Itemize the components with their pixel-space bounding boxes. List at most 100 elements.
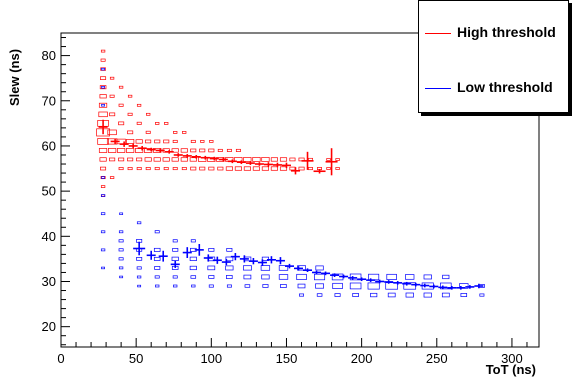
density-box-high (270, 166, 278, 171)
density-box-low (118, 239, 124, 243)
density-box-high (180, 157, 188, 162)
data-point-high (325, 148, 338, 176)
data-point-high (98, 119, 108, 135)
density-box-low (154, 230, 160, 234)
data-point-low (266, 256, 276, 264)
density-box-low (172, 239, 178, 243)
density-box-high (127, 130, 134, 135)
density-box-high (200, 140, 205, 143)
density-box-low (118, 230, 124, 234)
data-point-high (164, 150, 174, 154)
x-tick-label: 300 (501, 351, 523, 366)
density-box-low (136, 221, 142, 225)
density-box-high (163, 167, 169, 171)
density-box-low (423, 274, 432, 280)
density-box-low (261, 274, 270, 280)
density-box-high (209, 140, 214, 143)
data-point-low (303, 268, 313, 273)
density-box-high (153, 157, 161, 162)
density-box-high (163, 139, 170, 144)
density-box-low (137, 284, 142, 288)
density-box-low (208, 248, 215, 252)
density-box-high (98, 102, 108, 108)
density-box-low (278, 274, 289, 280)
data-point-low (474, 283, 484, 289)
data-point-low (456, 286, 466, 290)
density-box-high (234, 166, 242, 171)
data-point-low (312, 270, 322, 275)
data-point-high (227, 159, 237, 164)
density-box-low (225, 265, 234, 271)
density-box-high (173, 131, 178, 134)
density-box-high (180, 148, 188, 153)
density-box-low (244, 284, 251, 288)
x-axis-title: ToT (ns) (485, 362, 536, 377)
density-box-high (117, 148, 126, 153)
density-box-low (190, 275, 197, 279)
data-point-low (411, 282, 421, 287)
data-point-low (366, 278, 376, 282)
density-box-high (171, 157, 179, 162)
x-tick-label: 0 (57, 351, 64, 366)
density-box-low (208, 275, 215, 279)
density-box-low (367, 282, 380, 290)
density-box-low (423, 292, 432, 298)
density-box-low (261, 256, 269, 261)
density-box-high (261, 166, 269, 171)
density-box-low (207, 265, 216, 271)
density-box-high (225, 166, 233, 171)
legend-label-low: Low threshold (457, 79, 553, 95)
data-point-low (257, 259, 267, 266)
density-box-low (349, 273, 362, 281)
density-box-low (440, 282, 452, 290)
data-point-low (158, 250, 168, 262)
density-box-low (154, 275, 160, 279)
density-box-high (190, 139, 196, 143)
density-box-high (252, 157, 261, 162)
density-box-high (100, 166, 107, 171)
data-point-high (110, 138, 120, 145)
density-box-low (171, 256, 179, 261)
y-tick-label: 60 (42, 138, 56, 153)
y-tick-label: 30 (42, 274, 56, 289)
data-point-low (384, 280, 394, 284)
density-box-high (182, 131, 187, 134)
density-box-low (296, 273, 307, 280)
data-point-high (263, 162, 273, 167)
density-box-high (145, 167, 151, 171)
data-point-high (254, 162, 264, 166)
profile-points-layer (98, 119, 484, 290)
density-box-high (199, 148, 206, 153)
density-box-low (387, 292, 396, 298)
y-tick-label: 80 (42, 48, 56, 63)
y-axis-title: Slew (ns) (7, 48, 23, 107)
density-box-high (172, 167, 178, 171)
density-box-high (217, 166, 224, 171)
data-point-low (146, 250, 156, 260)
density-box-high (289, 157, 296, 162)
data-point-high (313, 168, 326, 174)
x-tick-label: 200 (351, 351, 373, 366)
density-box-low (100, 212, 106, 216)
density-box-low (154, 266, 161, 270)
density-box-high (164, 122, 169, 125)
density-box-high (308, 167, 313, 171)
density-box-high (146, 112, 151, 116)
data-point-low (321, 271, 331, 276)
density-box-low (101, 104, 105, 107)
density-box-high (100, 185, 106, 188)
data-point-low (133, 241, 146, 256)
y-tick-label: 50 (42, 184, 56, 199)
density-box-low (118, 257, 124, 261)
density-box-low (173, 284, 178, 288)
data-point-low (203, 254, 213, 262)
density-box-low (226, 248, 233, 252)
legend-swatch-high (425, 33, 451, 34)
density-box-high (118, 103, 124, 107)
density-box-low (119, 212, 124, 215)
density-box-low (405, 274, 415, 280)
density-box-high (226, 148, 232, 152)
data-point-low (429, 284, 439, 289)
density-box-low (155, 284, 160, 288)
y-tick-label: 40 (42, 229, 56, 244)
